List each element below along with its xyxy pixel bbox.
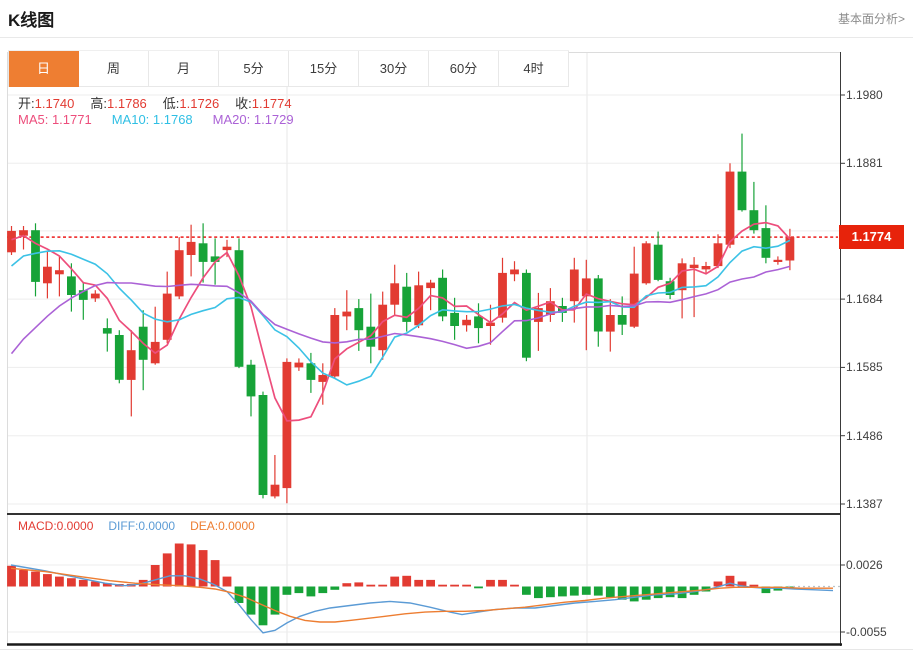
open-readout: 开:1.1740 xyxy=(18,96,75,111)
price-tick-label: 1.1684 xyxy=(846,292,883,307)
tab-60分[interactable]: 60分 xyxy=(429,51,499,87)
ma20-legend: MA20: 1.1729 xyxy=(212,112,294,127)
price-tick-label: 1.1387 xyxy=(846,496,883,511)
tab-月[interactable]: 月 xyxy=(149,51,219,87)
diff-value-legend: DIFF:0.0000 xyxy=(108,519,176,533)
price-tick-label: 1.1585 xyxy=(846,360,883,375)
macd-legend: MACD:0.0000 DIFF:0.0000 DEA:0.0000 xyxy=(18,519,255,533)
tab-日[interactable]: 日 xyxy=(9,51,79,87)
tab-周[interactable]: 周 xyxy=(79,51,149,87)
price-tick-label: 1.1486 xyxy=(846,428,883,443)
title-divider xyxy=(0,37,913,38)
tab-5分[interactable]: 5分 xyxy=(219,51,289,87)
page-title: K线图 xyxy=(8,11,55,30)
tab-30分[interactable]: 30分 xyxy=(359,51,429,87)
high-readout: 高:1.1786 xyxy=(90,96,147,111)
close-readout: 收:1.1774 xyxy=(235,96,292,111)
ohlc-readout: 开:1.1740 高:1.1786 低:1.1726 收:1.1774 xyxy=(18,93,292,112)
macd-tick-label: -0.0055 xyxy=(846,624,887,639)
macd-tick-label: 0.0026 xyxy=(846,558,883,572)
current-price-flag: 1.1774 xyxy=(839,225,904,249)
low-readout: 低:1.1726 xyxy=(162,96,220,111)
ma-legend: MA5: 1.1771 MA10: 1.1768 MA20: 1.1729 xyxy=(18,112,294,127)
price-tick-label: 1.1980 xyxy=(846,88,883,102)
ma10-legend: MA10: 1.1768 xyxy=(111,112,193,127)
tab-15分[interactable]: 15分 xyxy=(289,51,359,87)
price-tick-label: 1.1881 xyxy=(846,156,883,171)
dea-value-legend: DEA:0.0000 xyxy=(190,519,255,533)
period-tab-bar: 日周月 5分 15分 30分 60分 4时 xyxy=(8,50,569,87)
bottom-divider xyxy=(0,649,913,650)
ma5-legend: MA5: 1.1771 xyxy=(18,112,92,127)
fundamental-analysis-link[interactable]: 基本面分析> xyxy=(837,12,905,26)
macd-value-legend: MACD:0.0000 xyxy=(18,519,94,533)
tab-4时[interactable]: 4时 xyxy=(499,51,569,87)
